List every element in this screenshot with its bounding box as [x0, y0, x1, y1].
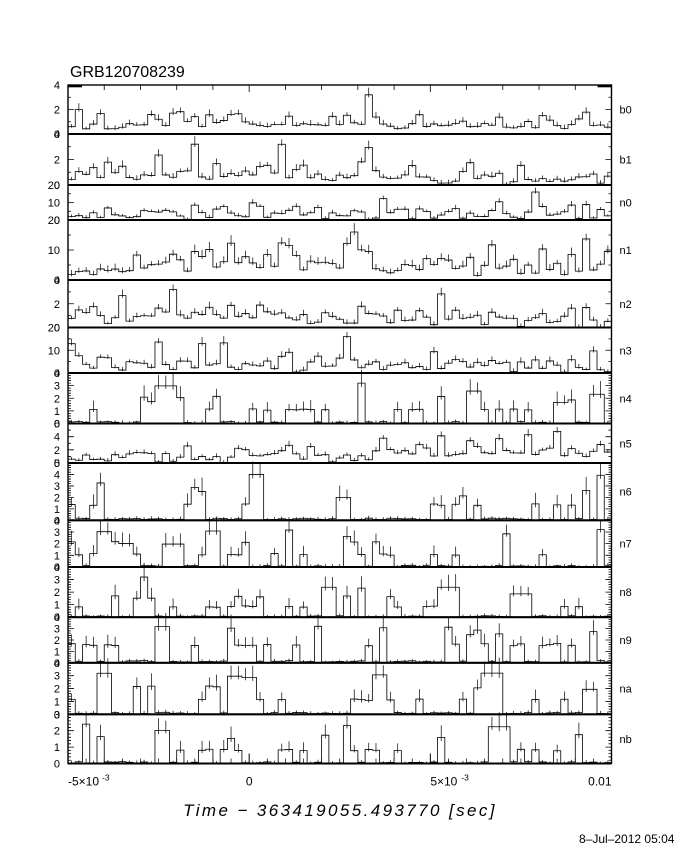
- svg-text:n9: n9: [620, 635, 632, 647]
- svg-text:4: 4: [54, 80, 60, 92]
- svg-text:4: 4: [54, 432, 60, 444]
- svg-text:6: 6: [54, 419, 60, 431]
- svg-text:2: 2: [54, 445, 60, 457]
- svg-text:0.01: 0.01: [588, 775, 612, 789]
- svg-text:n2: n2: [620, 299, 632, 311]
- svg-text:n5: n5: [620, 438, 632, 450]
- svg-text:1: 1: [54, 550, 60, 562]
- svg-text:20: 20: [48, 323, 60, 335]
- svg-text:1: 1: [54, 696, 60, 708]
- svg-text:2: 2: [54, 587, 60, 599]
- svg-text:1: 1: [54, 504, 60, 516]
- svg-text:5: 5: [54, 458, 60, 470]
- svg-text:2: 2: [54, 635, 60, 647]
- svg-text:n4: n4: [620, 393, 632, 405]
- svg-text:n3: n3: [620, 345, 632, 357]
- svg-text:2: 2: [54, 684, 60, 696]
- svg-text:2: 2: [54, 393, 60, 405]
- svg-text:b1: b1: [620, 155, 632, 167]
- svg-text:4: 4: [54, 129, 60, 141]
- svg-text:-3: -3: [461, 773, 469, 783]
- svg-text:4: 4: [54, 658, 60, 670]
- svg-text:3: 3: [54, 381, 60, 393]
- svg-text:1: 1: [54, 742, 60, 754]
- svg-text:3: 3: [54, 671, 60, 683]
- svg-text:0: 0: [54, 759, 60, 771]
- svg-text:n0: n0: [620, 198, 632, 210]
- svg-text:3: 3: [54, 709, 60, 721]
- svg-text:20: 20: [48, 215, 60, 227]
- svg-text:2: 2: [54, 299, 60, 311]
- svg-text:5×10: 5×10: [430, 775, 457, 789]
- svg-text:2: 2: [54, 492, 60, 504]
- svg-text:n6: n6: [620, 487, 632, 499]
- svg-text:3: 3: [54, 527, 60, 539]
- svg-text:n8: n8: [620, 587, 632, 599]
- svg-text:1: 1: [54, 406, 60, 418]
- svg-text:b0: b0: [620, 105, 632, 117]
- svg-text:4: 4: [54, 469, 60, 481]
- svg-text:4: 4: [54, 515, 60, 527]
- svg-text:3: 3: [54, 624, 60, 636]
- svg-text:0: 0: [246, 775, 253, 789]
- svg-text:20: 20: [48, 180, 60, 192]
- svg-text:GRB120708239: GRB120708239: [70, 64, 185, 81]
- svg-text:3: 3: [54, 575, 60, 587]
- svg-text:4: 4: [54, 562, 60, 574]
- svg-text:2: 2: [54, 539, 60, 551]
- svg-text:4: 4: [54, 275, 60, 287]
- svg-text:n1: n1: [620, 245, 632, 257]
- svg-text:10: 10: [48, 345, 60, 357]
- svg-text:4: 4: [54, 368, 60, 380]
- svg-text:n7: n7: [620, 539, 632, 551]
- svg-text:1: 1: [54, 600, 60, 612]
- svg-text:1: 1: [54, 646, 60, 658]
- svg-text:4: 4: [54, 612, 60, 624]
- svg-text:nb: nb: [620, 734, 632, 746]
- svg-text:-5×10: -5×10: [68, 775, 99, 789]
- svg-text:3: 3: [54, 481, 60, 493]
- svg-text:2: 2: [54, 726, 60, 738]
- svg-text:10: 10: [48, 198, 60, 210]
- svg-text:na: na: [620, 684, 633, 696]
- svg-text:2: 2: [54, 105, 60, 117]
- svg-text:2: 2: [54, 155, 60, 167]
- svg-text:10: 10: [48, 245, 60, 257]
- svg-text:-3: -3: [102, 773, 110, 783]
